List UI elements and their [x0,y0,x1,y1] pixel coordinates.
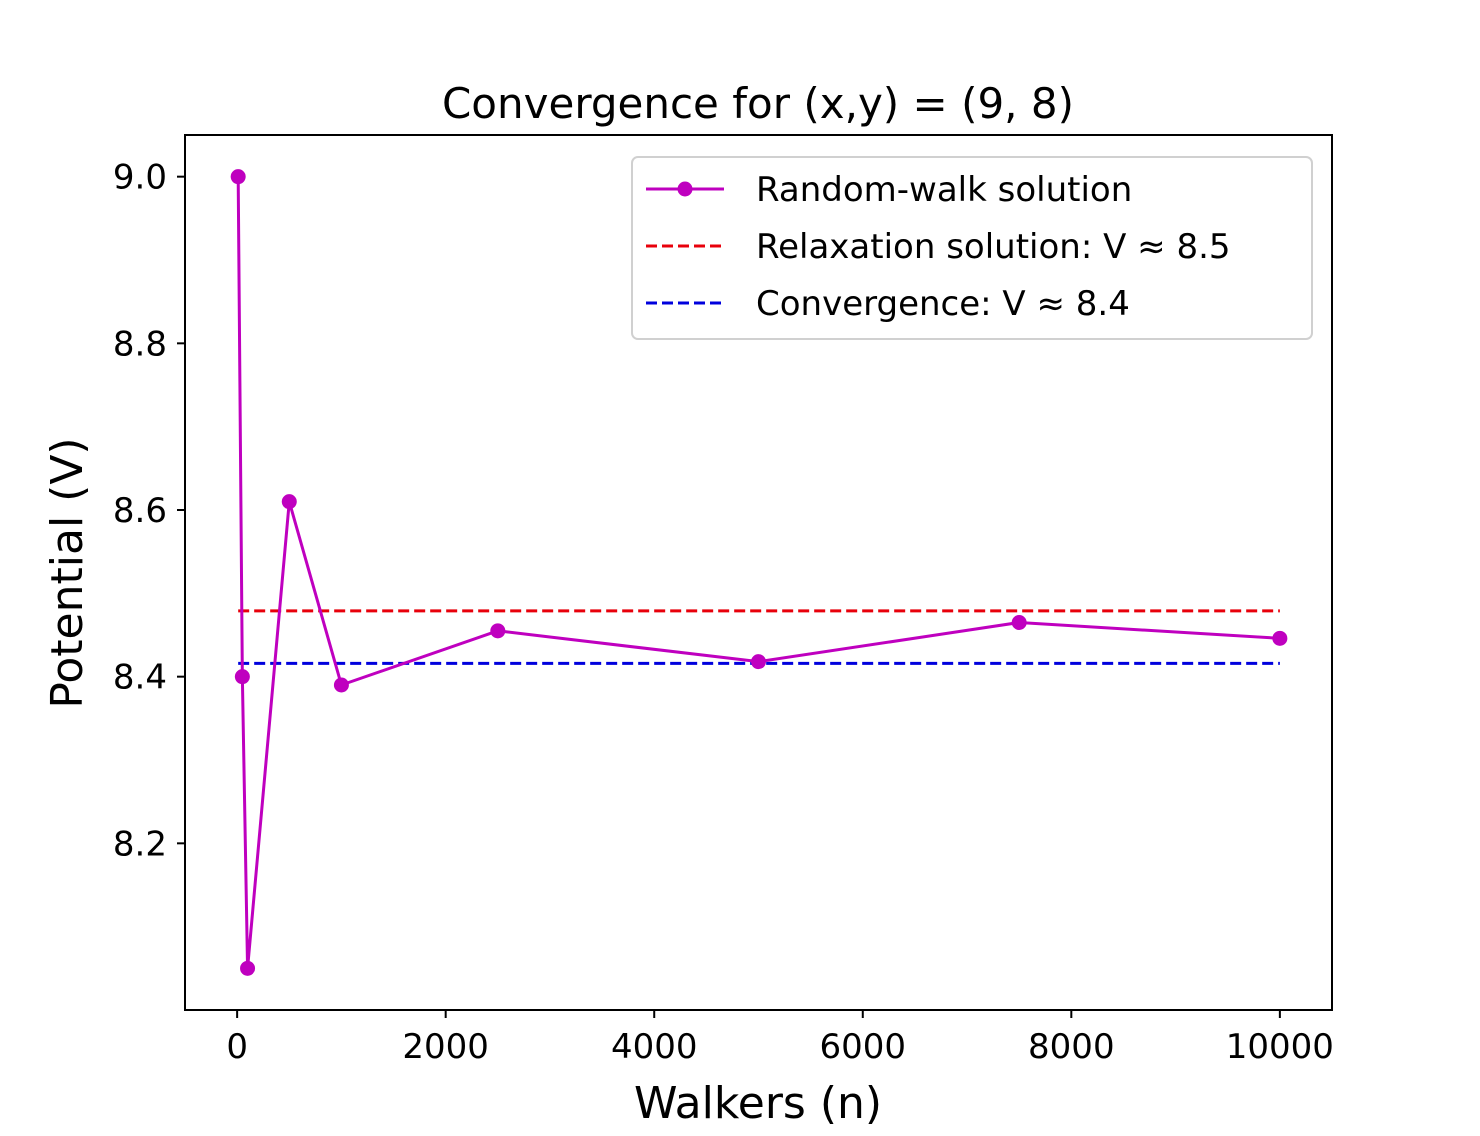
legend-label-1: Relaxation solution: V ≈ 8.5 [756,227,1231,267]
data-point-8 [1272,630,1288,646]
legend-label-2: Convergence: V ≈ 8.4 [756,284,1130,324]
x-tick-label: 0 [226,1027,248,1067]
data-point-0 [230,169,246,185]
data-point-1 [234,669,250,685]
axes-frame [184,134,1333,1011]
data-point-5 [490,623,506,639]
y-axis-label: Potential (V) [42,437,93,708]
legend: Random-walk solution Relaxation solution:… [631,156,1313,340]
plot-area: 0 2000 4000 6000 8000 10000 8.2 8.4 8.6 8.8 9.0 [113,134,1334,1067]
legend-marker-0 [677,181,693,197]
x-tick-label: 10000 [1226,1027,1334,1067]
y-tick-label: 9.0 [113,158,167,198]
data-point-6 [751,654,766,670]
y-tick-label: 8.4 [113,658,167,698]
x-tick-label: 6000 [820,1027,907,1067]
x-tick-label: 2000 [402,1027,489,1067]
data-point-4 [333,677,349,693]
chart-title: Convergence for (x,y) = (9, 8) [442,79,1074,128]
data-point-3 [281,494,297,510]
y-tick-label: 8.2 [113,824,167,864]
y-tick-label: 8.8 [113,324,167,364]
x-axis-label: Walkers (n) [634,1078,882,1129]
legend-box [631,156,1313,340]
x-tick-label: 4000 [611,1027,698,1067]
data-point-7 [1011,615,1027,630]
x-tick-label: 8000 [1028,1027,1115,1067]
y-tick-label: 8.6 [113,491,167,531]
data-point-2 [240,960,256,976]
legend-label-0: Random-walk solution [756,170,1132,210]
